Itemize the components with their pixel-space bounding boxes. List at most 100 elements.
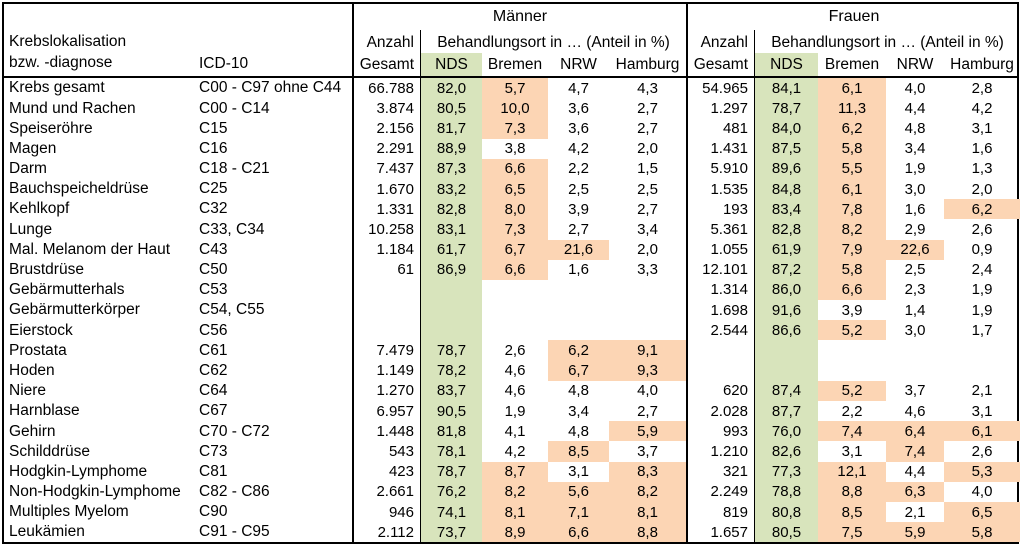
f-hamburg-cell: 1,9: [971, 281, 993, 299]
table-body: Krebs gesamt C00 - C97 ohne C44 66.788 82,0…: [4, 78, 1020, 543]
f-bremen-cell: 12,1: [818, 461, 886, 482]
m-hamburg-cell: 4,3: [637, 79, 658, 97]
icd-column-label: ICD-10: [199, 54, 249, 72]
f-hamburg-cell: 4,0: [971, 483, 993, 501]
m-hamburg-cell: 2,0: [637, 140, 658, 158]
m-gesamt-cell: 1.448: [352, 421, 420, 442]
f-bremen-cell: 8,5: [818, 501, 886, 523]
f-nrw-cell: 4,8: [904, 119, 926, 137]
f-hamburg-cell: 2,4: [971, 261, 993, 279]
f-gesamt-cell: 1.431: [686, 138, 754, 159]
m-nrw-cell: 3,9: [568, 200, 589, 218]
f-hamburg-cell: 2,6: [971, 442, 993, 460]
m-gesamt-cell: [352, 320, 420, 341]
f-gesamt-cell: 193: [686, 199, 754, 220]
m-nds-cell: 78,2: [420, 360, 482, 381]
row-name: Eierstock: [9, 321, 73, 339]
row-name: Mal. Melanom der Haut: [9, 240, 171, 258]
f-nds-cell: [754, 360, 818, 381]
m-nds-cell: 80,5: [420, 98, 482, 119]
f-nrw-cell: 1,6: [904, 200, 926, 218]
row-name: Speiseröhre: [9, 119, 93, 137]
row-name: Brustdrüse: [9, 261, 84, 279]
group-header-frauen: Frauen: [686, 4, 1020, 30]
m-hamburg-cell: 9,1: [609, 340, 686, 361]
m-gesamt-cell: 2.291: [352, 138, 420, 159]
f-gesamt-cell: 481: [686, 118, 754, 139]
m-hamburg-cell: 2,7: [637, 402, 658, 420]
m-bremen-cell: 6,6: [482, 158, 548, 179]
f-nrw-cell: [886, 361, 944, 381]
f-bremen-cell: 5,8: [818, 259, 886, 280]
m-nrw-cell: 4,7: [568, 79, 589, 97]
m-bremen-cell: 8,2: [482, 481, 548, 502]
f-gesamt-cell: 5.361: [686, 219, 754, 240]
maenner-col-header-nrw: NRW: [560, 55, 597, 73]
row-name: Magen: [9, 139, 57, 157]
f-nds-cell: 61,9: [754, 239, 818, 260]
frauen-col-header-hamburg: Hamburg: [950, 55, 1014, 73]
m-bremen-cell: 6,5: [482, 178, 548, 200]
f-gesamt-cell: 1.297: [686, 98, 754, 119]
m-gesamt-cell: 543: [352, 441, 420, 462]
m-bremen-cell: 5,7: [482, 78, 548, 99]
m-nds-cell: 73,7: [420, 522, 482, 543]
row-icd: C54, C55: [199, 301, 265, 319]
m-nrw-cell: 3,4: [568, 402, 589, 420]
row-icd: C15: [199, 119, 228, 137]
m-gesamt-cell: 7.437: [352, 158, 420, 179]
f-gesamt-cell: 1.055: [686, 239, 754, 260]
f-nds-cell: 82,6: [754, 441, 818, 462]
m-bremen-cell: [482, 280, 548, 300]
m-nds-cell: 78,7: [420, 461, 482, 482]
row-icd: C32: [199, 200, 228, 218]
row-name: Non-Hodgkin-Lymphome: [9, 483, 181, 501]
m-hamburg-cell: 2,5: [637, 180, 658, 198]
m-hamburg-cell: 3,7: [637, 442, 658, 460]
row-icd: C18 - C21: [199, 160, 270, 178]
m-hamburg-cell: 8,8: [609, 522, 686, 543]
m-nds-cell: 83,1: [420, 219, 482, 240]
m-gesamt-cell: 946: [352, 501, 420, 523]
row-icd: C56: [199, 321, 228, 339]
f-nds-cell: 83,4: [754, 199, 818, 220]
m-nrw-cell: 8,5: [548, 441, 609, 462]
f-nds-cell: 91,6: [754, 300, 818, 321]
m-nrw-cell: 4,8: [568, 382, 589, 400]
row-name: Prostata: [9, 341, 67, 359]
frauen-gesamt-label: Gesamt: [686, 53, 754, 76]
f-nds-cell: 84,8: [754, 178, 818, 200]
m-hamburg-cell: 2,7: [637, 99, 658, 117]
f-nrw-cell: 3,0: [904, 321, 926, 339]
f-gesamt-cell: 1.698: [686, 300, 754, 321]
f-bremen-cell: 11,3: [818, 98, 886, 119]
row-name: Mund und Rachen: [9, 99, 136, 117]
maenner-col-header-bremen: Bremen: [487, 55, 543, 73]
m-bremen-cell: 7,3: [482, 219, 548, 240]
row-name: Leukämien: [9, 523, 85, 541]
f-gesamt-cell: 5.910: [686, 158, 754, 179]
m-bremen-cell: 4,6: [504, 382, 526, 400]
row-icd: C64: [199, 382, 228, 400]
m-bremen-cell: 4,1: [504, 422, 526, 440]
f-nds-cell: 89,6: [754, 158, 818, 179]
m-gesamt-cell: 66.788: [352, 78, 420, 99]
m-nds-cell: 74,1: [420, 501, 482, 523]
f-gesamt-cell: [686, 360, 754, 381]
f-bremen-cell: [818, 340, 886, 360]
m-nrw-cell: 7,1: [548, 501, 609, 523]
row-icd: C67: [199, 402, 228, 420]
f-gesamt-cell: 2.028: [686, 401, 754, 422]
m-nds-cell: 81,8: [420, 421, 482, 442]
row-name: Lunge: [9, 220, 53, 238]
row-icd: C82 - C86: [199, 483, 270, 501]
m-nrw-cell: 1,6: [568, 261, 589, 279]
f-nrw-cell: 4,4: [904, 463, 926, 481]
row-icd: C53: [199, 281, 228, 299]
m-nds-cell: 86,9: [420, 259, 482, 280]
m-hamburg-cell: 3,3: [637, 261, 658, 279]
f-nrw-cell: 2,1: [904, 503, 926, 521]
m-nrw-cell: 2,5: [568, 180, 589, 198]
m-nrw-cell: 4,2: [568, 140, 589, 158]
f-nrw-cell: 2,9: [904, 220, 926, 238]
